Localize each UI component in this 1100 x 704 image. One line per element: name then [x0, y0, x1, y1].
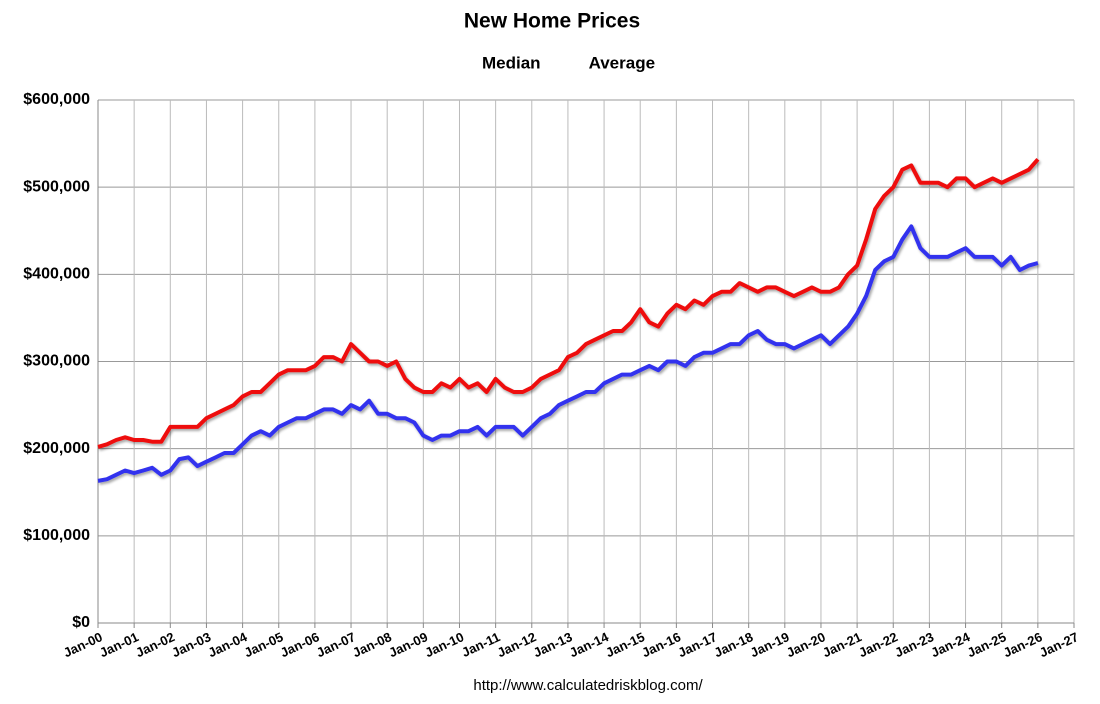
x-tick-label: Jan-01 [97, 629, 141, 660]
x-tick-label: Jan-18 [712, 629, 756, 660]
y-tick-label: $100,000 [23, 527, 90, 544]
x-tick-label: Jan-20 [784, 629, 828, 660]
y-tick-label: $600,000 [23, 91, 90, 108]
y-tick-label: $200,000 [23, 440, 90, 457]
x-tick-label: Jan-00 [61, 629, 105, 660]
x-tick-label: Jan-24 [929, 629, 973, 660]
x-tick-label: Jan-09 [386, 629, 430, 660]
legend-label: Average [589, 53, 655, 72]
x-tick-label: Jan-06 [278, 629, 322, 660]
x-tick-label: Jan-19 [748, 629, 792, 660]
x-tick-label: Jan-11 [459, 629, 502, 660]
series-line [97, 157, 1040, 449]
y-tick-label: $300,000 [23, 353, 90, 370]
x-tick-label: Jan-10 [423, 629, 467, 660]
y-tick-label: $400,000 [23, 266, 90, 283]
x-tick-label: Jan-25 [965, 629, 1009, 660]
source: http://www.calculatedriskblog.com/ [473, 677, 703, 694]
x-tick-label: Jan-03 [169, 629, 213, 660]
x-tick-label: Jan-08 [350, 629, 394, 660]
x-tick-label: Jan-07 [314, 629, 358, 660]
x-tick-label: Jan-17 [676, 629, 720, 660]
y-tick-label: $0 [72, 614, 90, 631]
x-tick-label: Jan-16 [639, 629, 683, 660]
x-tick-label: Jan-14 [567, 629, 611, 660]
y-tick-label: $500,000 [23, 178, 90, 195]
x-tick-label: Jan-04 [206, 629, 250, 660]
x-tick-label: Jan-13 [531, 629, 575, 660]
x-tick-label: Jan-26 [1001, 629, 1045, 660]
x-tick-label: Jan-27 [1037, 629, 1081, 660]
x-tick-label: Jan-02 [133, 629, 177, 660]
x-tick-label: Jan-05 [242, 629, 286, 660]
legend-label: Median [482, 53, 541, 72]
x-tick-label: Jan-22 [856, 629, 900, 660]
x-tick-label: Jan-21 [820, 629, 864, 660]
series-line [97, 224, 1039, 483]
x-tick-label: Jan-15 [603, 629, 647, 660]
chart-title: New Home Prices [464, 10, 640, 33]
x-tick-label: Jan-12 [495, 629, 539, 660]
x-tick-label: Jan-23 [892, 629, 936, 660]
